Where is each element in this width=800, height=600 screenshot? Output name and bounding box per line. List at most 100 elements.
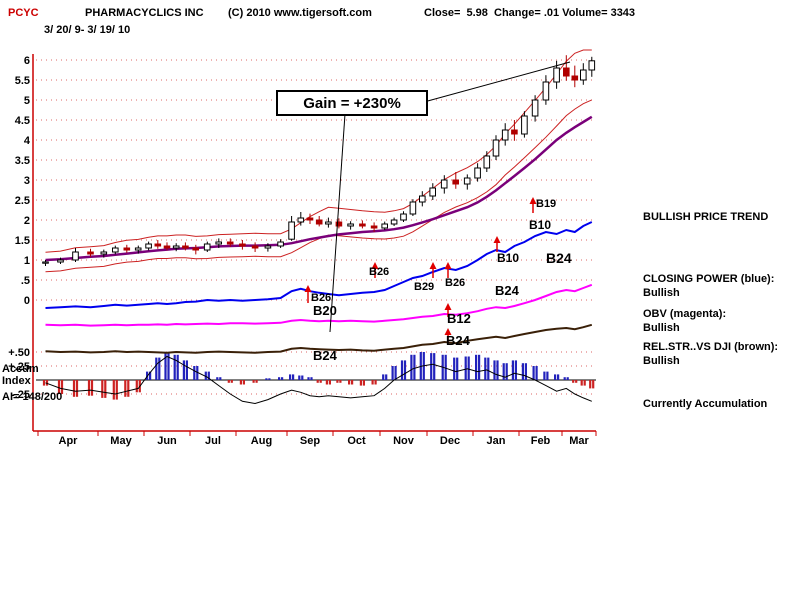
buy-signal-label: B10	[529, 218, 551, 232]
buy-arrow-head	[444, 303, 452, 310]
candle-body	[42, 261, 49, 264]
month-label: Dec	[440, 435, 460, 447]
candle-body	[306, 217, 314, 221]
accum-bar	[310, 377, 313, 380]
accum-bar	[227, 380, 230, 383]
accum-bar	[554, 374, 557, 380]
candle-body	[72, 251, 79, 261]
accum-bar	[583, 380, 586, 386]
candle-body	[145, 243, 152, 249]
accum-bar	[124, 380, 127, 397]
accum-bar	[511, 360, 514, 380]
accum-bar	[371, 380, 374, 385]
candle-body	[325, 221, 332, 225]
rel-str-label: REL.STR..VS DJI (brown):	[643, 341, 779, 353]
month-label: Nov	[393, 435, 415, 447]
accum-bar	[149, 371, 152, 380]
accum-bar	[348, 380, 351, 385]
accum-bar	[87, 380, 91, 396]
accum-bar	[400, 360, 404, 380]
accum-bar	[301, 375, 304, 380]
candle-body	[501, 129, 509, 141]
accum-bar	[403, 360, 407, 380]
candle-body	[381, 223, 388, 229]
candle-body	[553, 67, 560, 83]
price-axis-label: 6	[24, 55, 30, 67]
buy-arrow-head	[304, 285, 312, 292]
accum-bar	[101, 380, 104, 398]
accum-bar	[524, 363, 527, 380]
candle-body	[215, 241, 222, 245]
accum-bar	[464, 356, 467, 380]
accum-bar	[496, 360, 499, 380]
accum-bar	[268, 378, 271, 380]
candle-body	[203, 243, 211, 251]
candle-body	[288, 221, 295, 240]
accum-bar	[467, 356, 470, 380]
candle-body	[419, 195, 426, 203]
accum-bar	[521, 363, 524, 380]
accum-bar	[72, 380, 76, 397]
accum-bar	[433, 353, 436, 380]
accum-bar	[60, 380, 64, 394]
accum-bar	[164, 352, 167, 380]
lower-band	[45, 99, 593, 273]
buy-signal-label: B10	[497, 251, 519, 265]
buy-arrow-head	[371, 262, 379, 269]
accum-bar	[255, 380, 258, 383]
accum-bar	[90, 380, 94, 396]
callout-line	[329, 113, 346, 333]
accum-bar	[359, 380, 362, 386]
candle-body	[57, 259, 64, 263]
candle-body	[87, 251, 94, 255]
buy-signal-label: B24	[546, 250, 572, 266]
accum-bar	[182, 360, 185, 380]
accum-bar	[104, 380, 107, 398]
candle-body	[359, 223, 366, 227]
accum-bar	[362, 380, 365, 386]
price-axis-label: 0	[24, 295, 30, 307]
ai-axis-label: +.50	[8, 347, 30, 359]
accum-bar	[575, 380, 578, 383]
candle-body	[463, 177, 471, 185]
candle-body	[251, 245, 259, 249]
price-axis-label: 1.5	[15, 235, 30, 247]
accum-bar	[127, 380, 130, 397]
accum-bar	[546, 371, 549, 380]
accum-bar	[502, 363, 505, 380]
accum-bar	[589, 380, 592, 389]
candle-body	[335, 221, 343, 227]
candle-body	[571, 75, 579, 81]
accum-bar	[216, 377, 219, 380]
buy-signal-label: B24	[446, 333, 471, 348]
closing-power-status: Bullish	[643, 287, 680, 299]
accum-bar	[204, 371, 207, 380]
candle-body	[531, 99, 539, 117]
accum-bar	[219, 377, 222, 380]
accum-bar	[505, 363, 508, 380]
accum-bar	[413, 354, 416, 380]
candle-body	[100, 251, 108, 255]
price-axis-label: 5	[24, 95, 30, 107]
candle-body	[347, 223, 354, 227]
month-label: Jan	[487, 435, 506, 447]
accum-bar	[444, 354, 447, 380]
obv-label: OBV (magenta):	[643, 308, 727, 320]
candle-body	[172, 245, 180, 249]
buy-signal-label: B26	[311, 292, 331, 304]
candle-body	[588, 60, 596, 71]
accum-bar	[307, 377, 310, 380]
accum-bar	[339, 380, 342, 383]
month-label: Apr	[59, 435, 79, 447]
price-axis-label: 2	[24, 215, 30, 227]
accum-bar	[193, 366, 196, 380]
accum-bar	[391, 366, 394, 380]
accum-bar	[336, 380, 339, 383]
accum-bar	[75, 380, 79, 397]
accum-bar	[158, 357, 161, 380]
accum-label-line2: Index	[2, 375, 31, 387]
accum-bar	[430, 353, 433, 380]
accum-bar	[351, 380, 354, 385]
candle-body	[390, 219, 398, 225]
accum-bar	[543, 371, 546, 380]
